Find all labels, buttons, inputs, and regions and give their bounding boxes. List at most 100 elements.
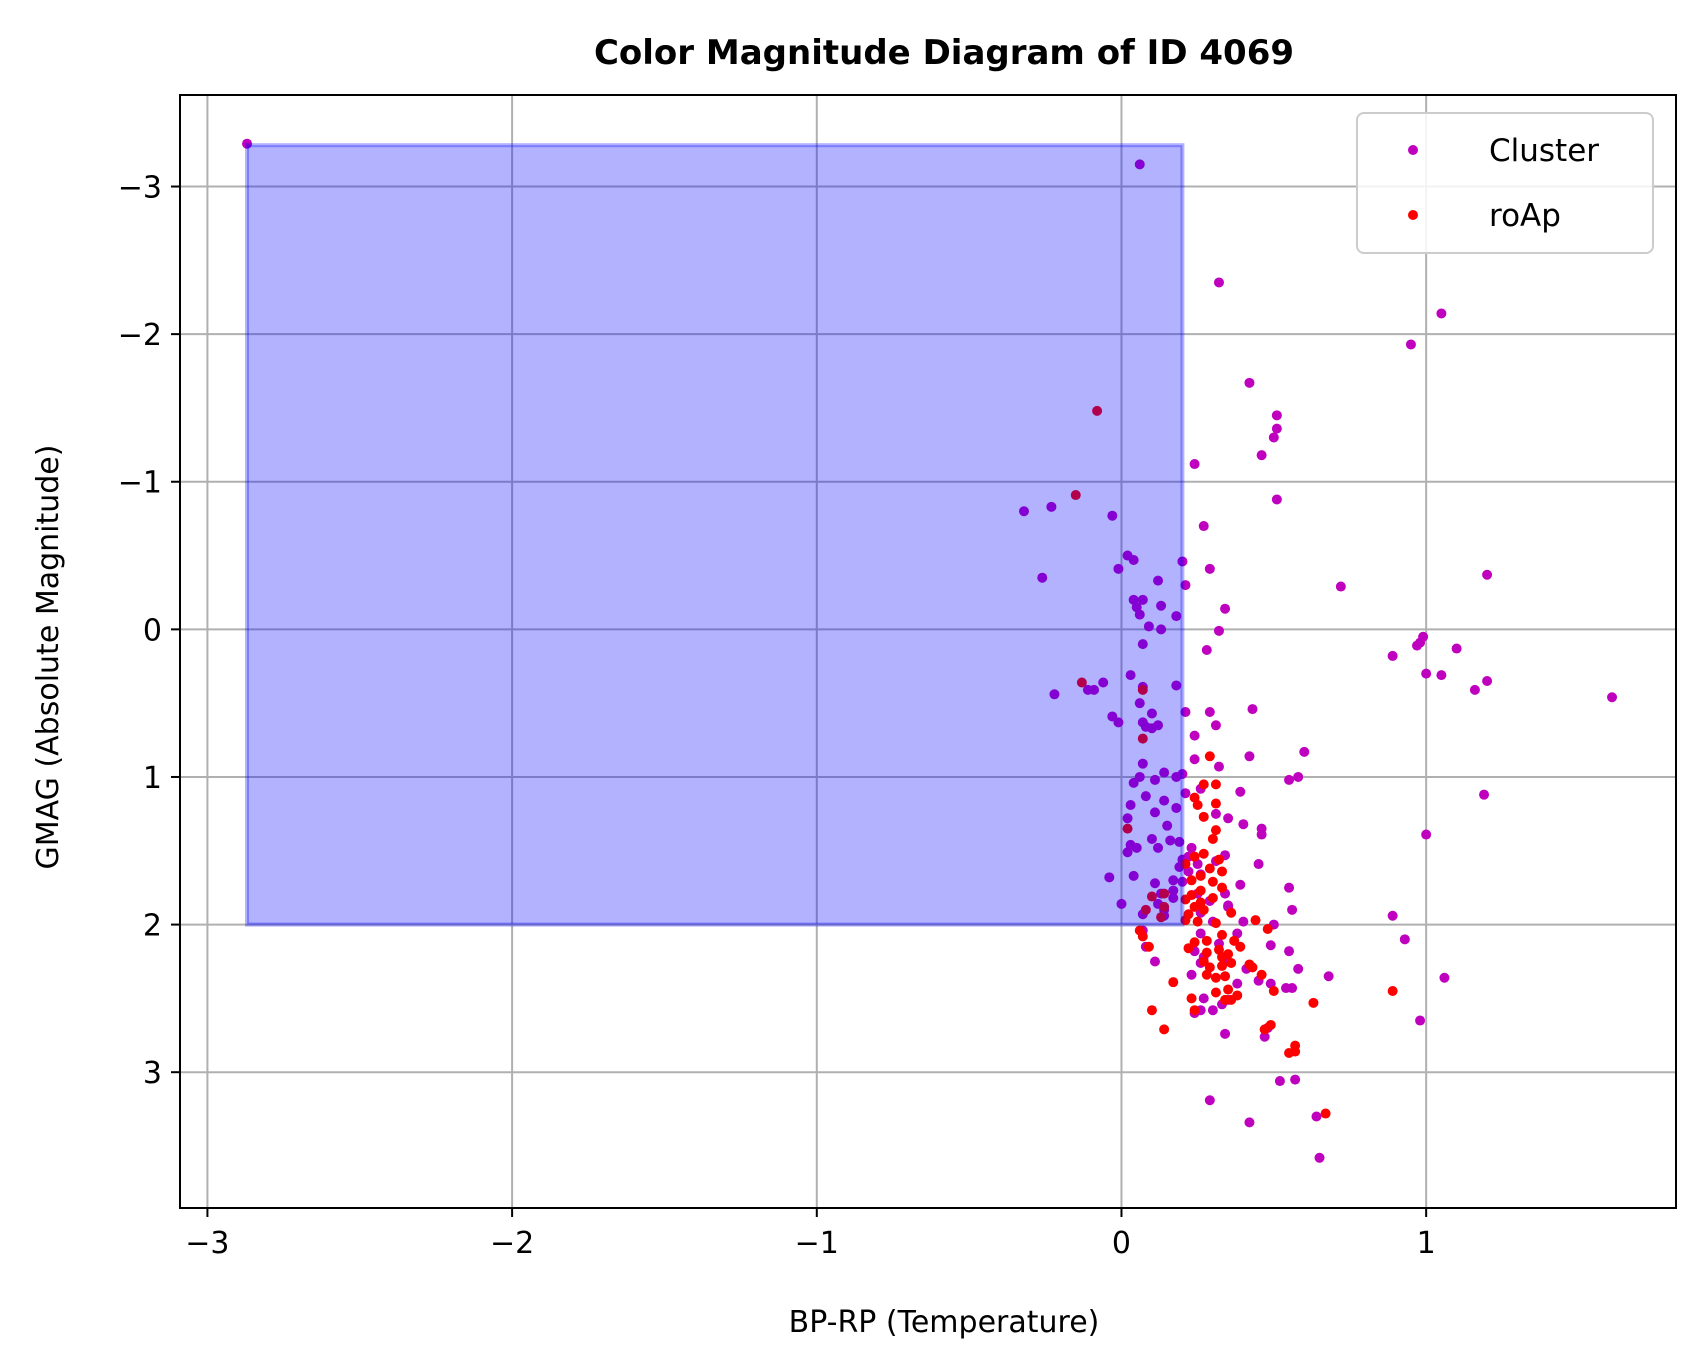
data-point-cluster <box>1049 689 1060 700</box>
data-point-roap <box>1186 993 1197 1004</box>
data-point-cluster <box>1171 680 1182 691</box>
data-point-cluster <box>1146 708 1157 719</box>
data-point-roap <box>1183 943 1194 954</box>
data-point-roap <box>1217 866 1228 877</box>
data-point-cluster <box>1177 556 1188 567</box>
data-point-cluster <box>1247 704 1258 715</box>
data-point-roap <box>1186 875 1197 886</box>
data-point-cluster <box>1436 308 1447 319</box>
data-point-cluster <box>1244 751 1255 762</box>
data-point-cluster <box>1482 569 1493 580</box>
y-tick-label: 1 <box>143 761 162 796</box>
y-tick-label: 0 <box>143 613 162 648</box>
data-point-roap <box>1217 882 1228 893</box>
data-point-cluster <box>1098 677 1109 688</box>
data-point-cluster <box>1149 878 1160 889</box>
data-point-cluster <box>1153 575 1164 586</box>
data-point-cluster <box>1149 956 1160 967</box>
data-point-roap <box>1195 885 1206 896</box>
data-point-cluster <box>1469 684 1480 695</box>
data-point-roap <box>1210 987 1221 998</box>
data-point-roap <box>1213 854 1224 865</box>
data-point-cluster <box>1143 621 1154 632</box>
data-point-cluster <box>1421 829 1432 840</box>
data-point-roap <box>1180 915 1191 926</box>
data-point-cluster <box>1037 572 1048 583</box>
data-point-cluster <box>1253 859 1264 870</box>
data-point-cluster <box>1186 842 1197 853</box>
data-point-cluster <box>1113 563 1124 574</box>
data-point-cluster <box>1293 771 1304 782</box>
data-point-cluster <box>1201 645 1212 656</box>
data-point-cluster <box>1387 910 1398 921</box>
data-point-roap <box>1268 986 1279 997</box>
data-point-roap <box>1189 901 1200 912</box>
data-point-cluster <box>1177 876 1188 887</box>
data-point-cluster <box>1189 754 1200 765</box>
data-point-roap <box>1204 863 1215 874</box>
x-tick-label: −1 <box>795 1226 839 1261</box>
data-point-cluster <box>1137 594 1148 605</box>
data-point-cluster <box>1204 563 1215 574</box>
data-point-cluster <box>1186 969 1197 980</box>
data-point-roap <box>1192 800 1203 811</box>
data-point-roap <box>1198 779 1209 790</box>
data-point-roap <box>1210 779 1221 790</box>
data-point-cluster <box>1238 819 1249 830</box>
data-point-cluster <box>1180 707 1191 718</box>
data-point-roap <box>1198 848 1209 859</box>
data-point-cluster <box>1180 580 1191 591</box>
data-point-cluster <box>1479 789 1490 800</box>
data-point-roap <box>1092 405 1103 416</box>
y-axis-ticks: −3 −2 −1 0 1 2 3 <box>118 171 180 1091</box>
data-point-cluster <box>1235 786 1246 797</box>
data-point-cluster <box>1122 847 1133 858</box>
data-point-cluster <box>1149 807 1160 818</box>
highlight-region-layer <box>245 143 1185 927</box>
data-point-cluster <box>1189 459 1200 470</box>
data-point-roap <box>1201 947 1212 958</box>
data-point-roap <box>1387 986 1398 997</box>
data-point-cluster <box>1405 339 1416 350</box>
data-point-cluster <box>1607 692 1618 703</box>
legend-label-cluster: Cluster <box>1489 133 1599 169</box>
x-tick-label: 1 <box>1417 1226 1436 1261</box>
data-point-roap <box>1223 984 1234 995</box>
data-point-cluster <box>1213 277 1224 288</box>
data-point-roap <box>1159 901 1170 912</box>
data-point-cluster <box>1314 1152 1325 1163</box>
data-point-cluster <box>1256 829 1267 840</box>
grid-layer <box>180 95 1676 1208</box>
data-point-cluster <box>1134 159 1145 170</box>
data-point-cluster <box>1232 978 1243 989</box>
data-point-cluster <box>1421 668 1432 679</box>
data-point-cluster <box>1089 684 1100 695</box>
data-point-roap <box>1198 811 1209 822</box>
x-tick-label: −3 <box>185 1226 229 1261</box>
data-point-roap <box>1210 825 1221 836</box>
data-point-roap <box>1232 990 1243 1001</box>
data-point-cluster <box>1271 494 1282 505</box>
data-point-roap <box>1070 490 1081 501</box>
data-point-cluster <box>1415 1015 1426 1026</box>
data-point-cluster <box>1287 904 1298 915</box>
data-point-cluster <box>1198 521 1209 532</box>
data-point-cluster <box>1299 746 1310 757</box>
data-point-cluster <box>1162 820 1173 831</box>
data-point-cluster <box>1311 1111 1322 1122</box>
data-point-roap <box>1226 957 1237 968</box>
data-point-cluster <box>1018 506 1029 517</box>
data-point-cluster <box>1159 795 1170 806</box>
y-tick-label: 3 <box>143 1056 162 1091</box>
data-point-cluster <box>1189 730 1200 741</box>
data-point-cluster <box>1153 842 1164 853</box>
points-layer <box>242 138 1618 1163</box>
data-point-cluster <box>1399 934 1410 945</box>
data-point-roap <box>1210 798 1221 809</box>
legend-frame <box>1356 112 1654 254</box>
data-point-roap <box>1308 997 1319 1008</box>
data-point-roap <box>1210 972 1221 983</box>
data-point-roap <box>1207 833 1218 844</box>
data-point-cluster <box>1153 720 1164 731</box>
data-point-roap <box>1168 977 1179 988</box>
